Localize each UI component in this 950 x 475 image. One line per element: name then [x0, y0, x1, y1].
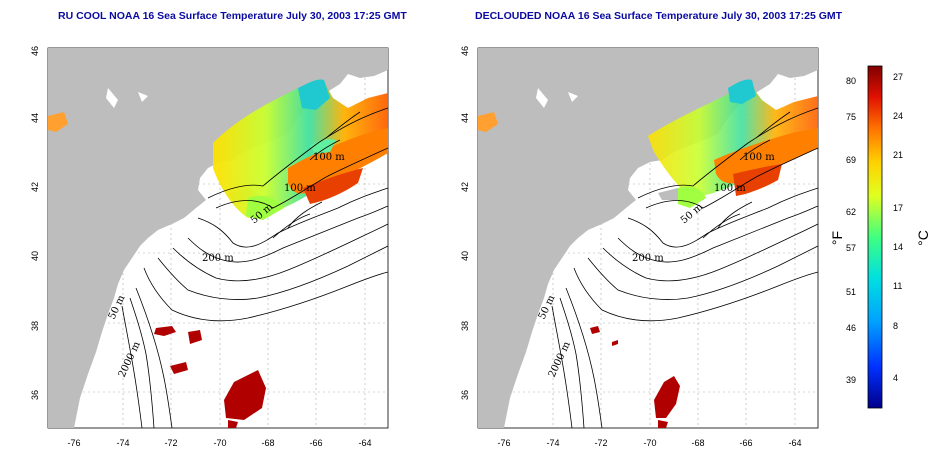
lat-tick-36: 36: [30, 390, 40, 400]
contour-label-100m-a: 100 m: [313, 152, 345, 163]
c-tick-17: 17: [893, 203, 903, 213]
lat-tick-42: 42: [30, 182, 40, 192]
contour-label-200m-right: 200 m: [632, 253, 664, 264]
c-tick-11: 11: [893, 281, 902, 291]
f-tick-51: 51: [846, 287, 856, 297]
f-tick-75: 75: [846, 112, 856, 122]
lon-tick-68: -68: [261, 438, 274, 448]
right-lon-axis: -76 -74 -72 -70 -68 -66 -64: [497, 438, 801, 448]
left-hot-patches: [154, 326, 266, 428]
lon-tick-68-right: -68: [691, 438, 704, 448]
f-tick-57: 57: [846, 243, 856, 253]
c-tick-14: 14: [893, 242, 903, 252]
lon-tick-70-right: -70: [643, 438, 656, 448]
f-tick-69: 69: [846, 155, 856, 165]
f-tick-46: 46: [846, 323, 856, 333]
left-lat-axis: 36 38 40 42 44 46: [30, 46, 40, 400]
lon-tick-72: -72: [164, 438, 177, 448]
lat-tick-38-right: 38: [460, 321, 470, 331]
lon-tick-76: -76: [67, 438, 80, 448]
f-tick-62: 62: [846, 207, 856, 217]
f-tick-39: 39: [846, 375, 856, 385]
fahrenheit-unit-label: °F: [829, 231, 845, 245]
lat-tick-44-right: 44: [460, 113, 470, 123]
lat-tick-40-right: 40: [460, 251, 470, 261]
lat-tick-46: 46: [30, 46, 40, 56]
c-tick-21: 21: [893, 150, 903, 160]
lat-tick-42-right: 42: [460, 182, 470, 192]
lon-tick-76-right: -76: [497, 438, 510, 448]
colorbar-celsius-ticks: 27 24 21 17 14 11 8 4: [893, 72, 903, 383]
lon-tick-72-right: -72: [594, 438, 607, 448]
lat-tick-38: 38: [30, 321, 40, 331]
c-tick-4: 4: [893, 373, 898, 383]
lat-tick-44: 44: [30, 113, 40, 123]
right-sst-field: [648, 79, 818, 208]
right-panel-title: DECLOUDED NOAA 16 Sea Surface Temperatur…: [475, 10, 843, 22]
colorbar: 80 75 69 62 57 51 46 39 27 24 21 17 14 1…: [829, 65, 931, 409]
celsius-unit-label: °C: [915, 230, 931, 246]
colorbar-gradient: [867, 65, 883, 409]
lon-tick-66: -66: [309, 438, 322, 448]
contour-label-100m-a-right: 100 m: [743, 152, 775, 163]
right-map-panel: 100 m 100 m 50 m 200 m 50 m 2000 m 36 38…: [460, 46, 819, 448]
lon-tick-70: -70: [213, 438, 226, 448]
c-tick-8: 8: [893, 321, 898, 331]
lon-tick-74: -74: [116, 438, 129, 448]
lat-tick-36-right: 36: [460, 390, 470, 400]
lon-tick-74-right: -74: [546, 438, 559, 448]
contour-label-200m: 200 m: [202, 253, 234, 264]
left-sst-field: [213, 79, 388, 220]
right-hot-patches: [590, 326, 680, 428]
lat-tick-46-right: 46: [460, 46, 470, 56]
colorbar-fahrenheit-ticks: 80 75 69 62 57 51 46 39: [846, 76, 856, 385]
lon-tick-64: -64: [358, 438, 371, 448]
left-lon-axis: -76 -74 -72 -70 -68 -66 -64: [67, 438, 371, 448]
left-panel-title: RU COOL NOAA 16 Sea Surface Temperature …: [58, 10, 407, 22]
lon-tick-66-right: -66: [739, 438, 752, 448]
c-tick-27: 27: [893, 72, 903, 82]
contour-label-100m-b-right: 100 m: [714, 183, 746, 194]
contour-label-100m-b: 100 m: [284, 183, 316, 194]
f-tick-80: 80: [846, 76, 856, 86]
left-map-panel: 100 m 100 m 50 m 200 m 50 m 2000 m 36 38…: [30, 46, 389, 448]
lat-tick-40: 40: [30, 251, 40, 261]
lon-tick-64-right: -64: [788, 438, 801, 448]
c-tick-24: 24: [893, 111, 903, 121]
right-lat-axis: 36 38 40 42 44 46: [460, 46, 470, 400]
